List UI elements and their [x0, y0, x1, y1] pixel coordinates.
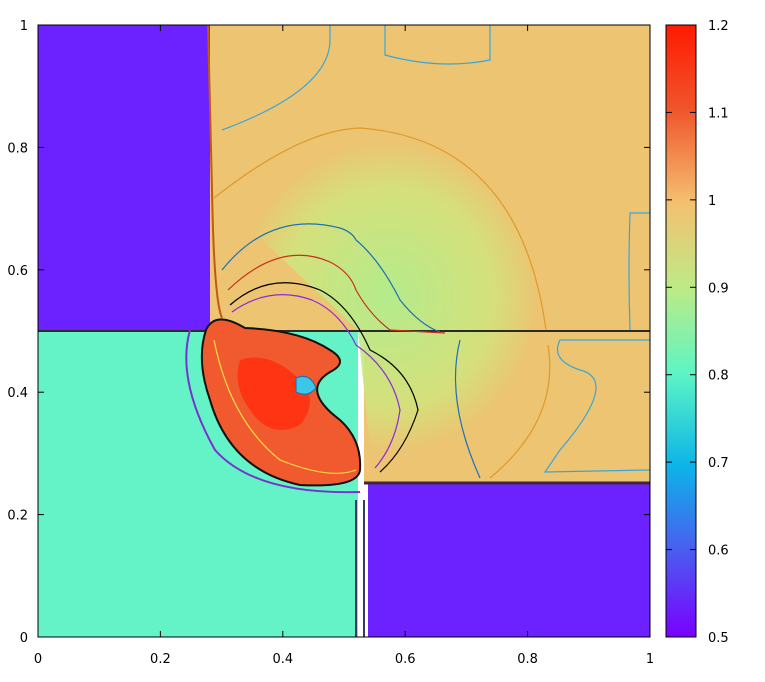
contour-lightblue-corner — [628, 212, 650, 331]
contour-orange-2 — [489, 344, 551, 479]
y-tick-label: 0 — [20, 631, 28, 646]
colorbar-tick-label: 0.7 — [708, 456, 729, 471]
vortex-core — [237, 357, 310, 430]
contour-lightblue-top — [221, 25, 491, 131]
contour-purple-1 — [231, 294, 401, 469]
colorbar-tick-label: 0.9 — [708, 281, 729, 296]
y-tick-label: 0.4 — [7, 386, 28, 401]
contour-blue-1 — [221, 223, 441, 333]
y-tick-label: 0.6 — [7, 264, 28, 279]
plot-frame — [37, 24, 651, 638]
contour-lightblue-right — [543, 339, 650, 473]
x-tick-label: 0.2 — [150, 652, 171, 667]
upper-left-region — [38, 25, 210, 331]
colorbar — [665, 24, 697, 638]
vortex-contour-yellow — [213, 339, 357, 474]
colorbar-tick-label: 0.8 — [708, 369, 729, 384]
x-tick-label: 0.6 — [395, 652, 416, 667]
vertical-interface-bottom — [355, 500, 365, 637]
wave-region — [214, 124, 548, 470]
colorbar-axis: 0.5 0.6 0.7 0.8 0.9 1 1.1 1.2 — [666, 19, 729, 646]
y-tick-label: 1 — [20, 19, 28, 34]
contour-black-1 — [229, 282, 419, 473]
y-tick-label: 0.2 — [7, 509, 28, 524]
x-tick-label: 0 — [34, 652, 42, 667]
lower-right-region — [368, 483, 650, 637]
contour-wave-front — [213, 127, 547, 331]
colorbar-tick-label: 1.2 — [708, 19, 729, 34]
y-axis: 0 0.2 0.4 0.6 0.8 1 — [7, 19, 650, 646]
x-tick-label: 1 — [646, 652, 654, 667]
colorbar-tick-label: 0.5 — [708, 631, 729, 646]
x-tick-label: 0.4 — [272, 652, 293, 667]
vortex-band — [185, 329, 361, 494]
y-tick-label: 0.8 — [7, 141, 28, 156]
contour-red-1 — [227, 254, 446, 334]
x-tick-label: 0.8 — [517, 652, 538, 667]
contour-blue-2 — [454, 339, 481, 479]
plot-area — [38, 25, 650, 637]
vortex-contour-lightblue — [295, 375, 317, 395]
x-axis: 0 0.2 0.4 0.6 0.8 1 — [34, 25, 654, 667]
vertical-interface-top — [207, 25, 223, 319]
colorbar-tick-label: 0.6 — [708, 544, 729, 559]
colorbar-tick-label: 1.1 — [708, 106, 729, 121]
colorbar-tick-label: 1 — [708, 194, 716, 209]
